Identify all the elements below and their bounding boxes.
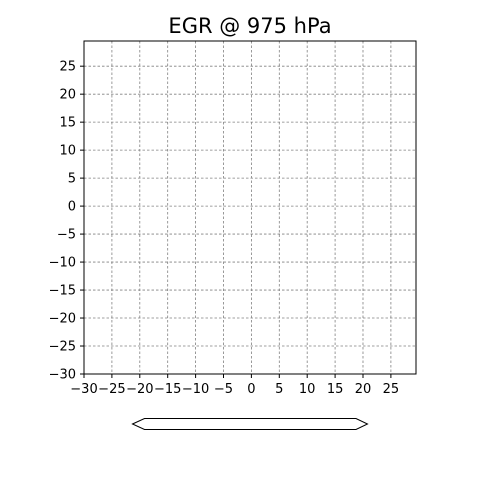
axes-frame: [83, 40, 417, 375]
y-axis: −30 −25 −20 −15 −10 −5 0 5 10 15 20 25: [49, 60, 84, 383]
y-tick-label: −20: [49, 312, 76, 327]
x-tick-label: 5: [275, 382, 283, 397]
x-tick-label: 0: [247, 382, 255, 397]
y-tick-label: −25: [49, 340, 76, 355]
chart-title: EGR @ 975 hPa: [168, 14, 331, 38]
x-tick-label: 20: [355, 382, 372, 397]
x-tick-label: −25: [98, 382, 125, 397]
y-tick-label: 25: [59, 60, 76, 75]
y-tick-label: −30: [49, 368, 76, 383]
x-tick-label: −5: [214, 382, 233, 397]
x-axis: −30 −25 −20 −15 −10 −5 0 5 10 15 20 25: [70, 374, 399, 397]
axes-background: [84, 41, 416, 374]
x-tick-label: −10: [182, 382, 209, 397]
y-tick-label: 15: [59, 116, 76, 131]
x-tick-label: −20: [126, 382, 153, 397]
x-tick-label: 25: [383, 382, 400, 397]
x-tick-label: −15: [154, 382, 181, 397]
y-tick-label: 10: [59, 144, 76, 159]
y-tick-label: 5: [68, 172, 76, 187]
x-tick-label: 10: [299, 382, 316, 397]
y-tick-label: −15: [49, 284, 76, 299]
y-tick-label: −10: [49, 256, 76, 271]
x-tick-label: 15: [327, 382, 344, 397]
x-tick-label: −30: [70, 382, 97, 397]
y-tick-label: 20: [59, 88, 76, 103]
colorbar: [131, 418, 369, 430]
plot-area: [83, 40, 417, 375]
y-tick-label: −5: [57, 228, 76, 243]
y-tick-label: 0: [68, 200, 76, 215]
